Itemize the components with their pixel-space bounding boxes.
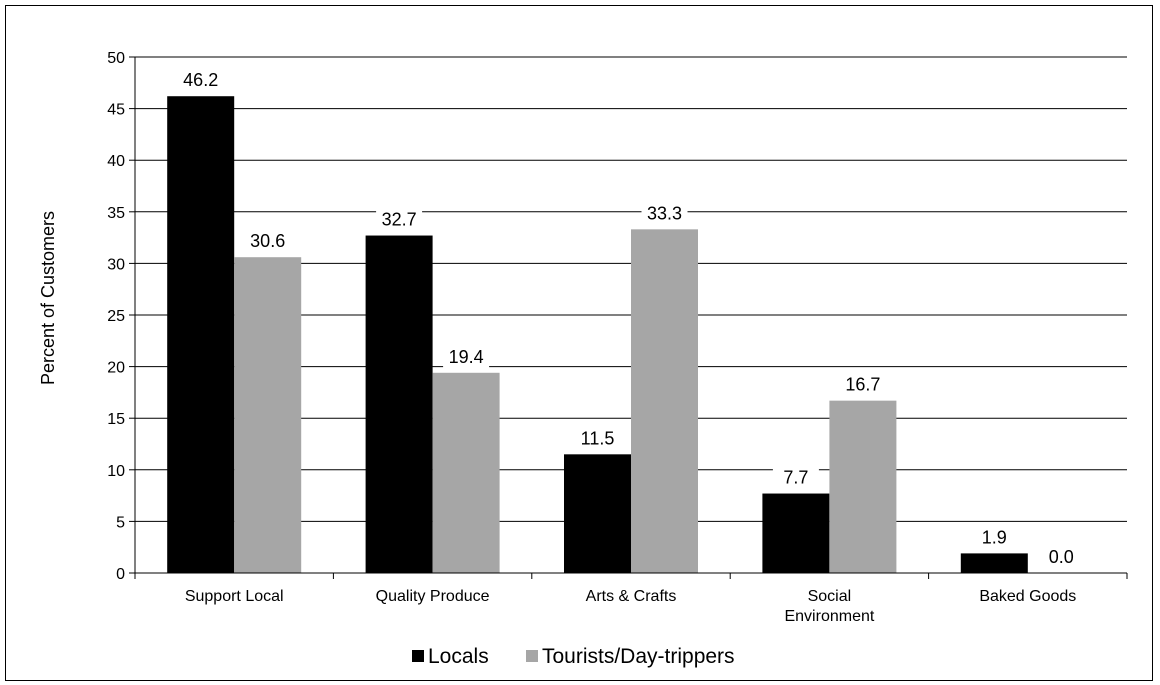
bar xyxy=(762,493,830,573)
data-label-bg xyxy=(1038,546,1085,568)
data-label-bg xyxy=(839,373,886,396)
y-tick-label: 30 xyxy=(107,256,125,273)
data-label: 11.5 xyxy=(581,428,615,448)
bars: 46.2 30.6 32.7 19.4 11.5 33.3 7.7 16.7 1.9 0.0 xyxy=(167,69,1085,573)
data-label-bg xyxy=(244,230,291,253)
y-tick-label: 10 xyxy=(107,463,125,480)
data-label: 30.6 xyxy=(250,231,285,251)
bar xyxy=(432,372,500,573)
y-tick-label: 45 xyxy=(107,102,125,119)
x-tick-label-line: Baked Goods xyxy=(979,588,1076,605)
data-label-bg xyxy=(376,208,423,231)
y-tick-label: 15 xyxy=(107,411,125,428)
y-axis-ticks: 0 5 10 15 20 25 30 35 40 45 50 xyxy=(107,50,135,583)
data-label: 16.7 xyxy=(845,375,880,395)
legend: Locals Tourists/Day-trippers xyxy=(412,645,735,668)
data-label-bg xyxy=(177,69,224,92)
x-tick-label: Quality Produce xyxy=(376,588,490,605)
axes xyxy=(134,57,1128,579)
x-tick-label-line: Environment xyxy=(784,608,874,625)
x-tick-label: Arts & Crafts xyxy=(586,588,677,605)
data-label: 32.7 xyxy=(382,210,417,230)
bar xyxy=(167,96,235,573)
legend-swatch xyxy=(412,650,424,662)
data-label-bg xyxy=(772,466,819,489)
x-tick-label: Social Environment xyxy=(784,588,874,625)
y-tick-label: 5 xyxy=(116,514,125,531)
data-label-bg xyxy=(443,345,490,368)
data-label: 19.4 xyxy=(449,347,484,367)
data-label: 1.9 xyxy=(982,527,1007,547)
data-label: 46.2 xyxy=(183,70,218,90)
legend-swatch xyxy=(526,650,538,662)
x-tick-label-line: Support Local xyxy=(185,588,284,605)
data-label-bg xyxy=(641,202,688,225)
data-label-bg xyxy=(574,427,621,450)
x-axis-labels: Support Local Quality Produce Arts & Craft… xyxy=(185,588,1076,625)
y-tick-label: 50 xyxy=(107,50,125,67)
bar xyxy=(631,229,698,573)
bar xyxy=(234,257,302,573)
bar xyxy=(365,235,433,573)
data-label: 0.0 xyxy=(1049,547,1074,567)
data-label: 7.7 xyxy=(783,468,808,488)
bar xyxy=(829,400,897,573)
data-label: 33.3 xyxy=(647,203,682,223)
x-tick-label-line: Social xyxy=(808,588,852,605)
bar xyxy=(960,553,1028,573)
y-tick-label: 0 xyxy=(116,566,125,583)
x-tick-label: Baked Goods xyxy=(979,588,1076,605)
legend-label: Tourists/Day-trippers xyxy=(542,645,735,668)
x-tick-label: Support Local xyxy=(185,588,284,605)
y-tick-label: 35 xyxy=(107,205,125,222)
y-tick-label: 40 xyxy=(107,153,125,170)
x-tick-label-line: Quality Produce xyxy=(376,588,490,605)
data-label-bg xyxy=(971,526,1018,549)
legend-label: Locals xyxy=(428,645,489,668)
y-axis-title: Percent of Customers xyxy=(38,211,58,385)
bar xyxy=(564,454,631,573)
y-tick-label: 25 xyxy=(107,308,125,325)
x-tick-label-line: Arts & Crafts xyxy=(586,588,677,605)
y-tick-label: 20 xyxy=(107,360,125,377)
